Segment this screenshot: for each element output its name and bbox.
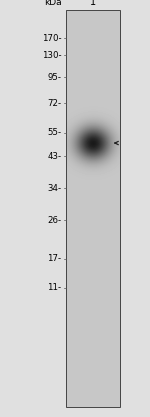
Text: kDa: kDa [44,0,61,7]
Text: 11-: 11- [47,283,61,292]
Text: 34-: 34- [47,184,61,193]
Text: 72-: 72- [47,99,61,108]
Bar [66,10,120,407]
Text: 26-: 26- [47,216,61,225]
Text: 55-: 55- [47,128,61,137]
Text: 95-: 95- [48,73,61,82]
Text: 170-: 170- [42,34,61,43]
Text: 130-: 130- [42,50,61,60]
Text: 43-: 43- [47,152,61,161]
Text: 1: 1 [90,0,96,7]
Text: 17-: 17- [47,254,61,263]
